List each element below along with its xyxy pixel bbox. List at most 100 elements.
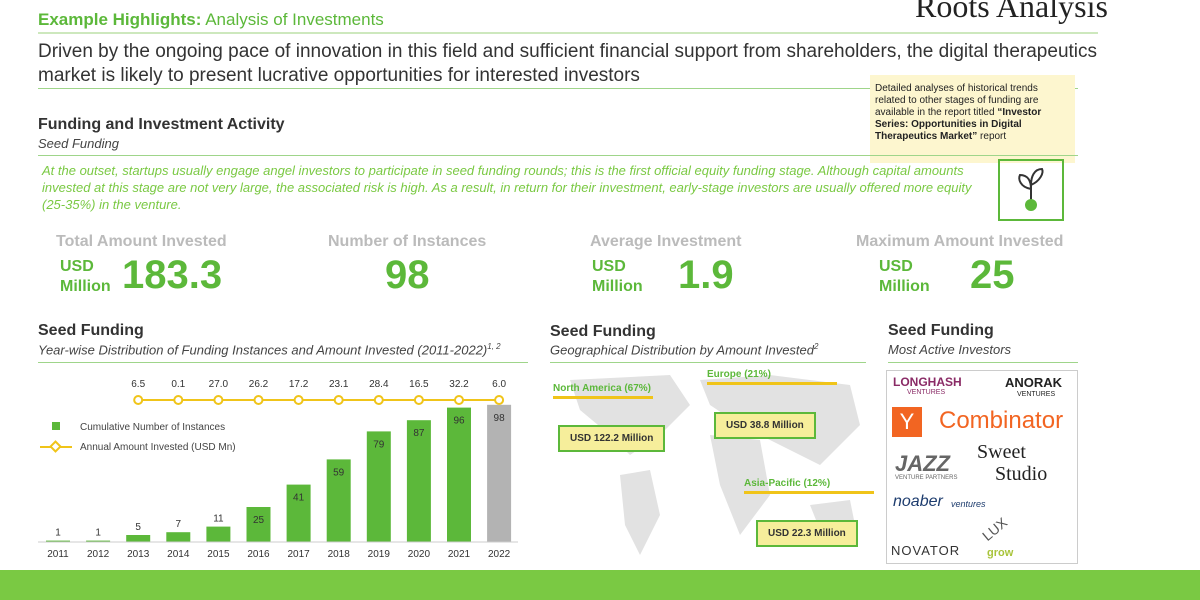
line-marker (494, 395, 505, 405)
rule (888, 362, 1078, 363)
x-tick-label: 2021 (448, 549, 471, 560)
geo-title: Seed Funding (550, 323, 656, 340)
logo: grow (987, 547, 1014, 559)
x-tick-label: 2013 (127, 549, 150, 560)
rule (38, 32, 1098, 34)
bar-label: 98 (494, 413, 506, 424)
brand: Roots Analysis (915, 0, 1108, 24)
line-marker (333, 395, 344, 405)
logo: VENTURE PARTNERS (895, 475, 958, 481)
logo: LONGHASH (893, 375, 962, 389)
subtitle: Analysis of Investments (205, 10, 384, 29)
note-text: Detailed analyses of historical trends r… (875, 83, 1039, 118)
legend-marker (49, 440, 62, 453)
section-subtitle: Seed Funding (38, 136, 119, 151)
line-label: 6.0 (492, 379, 506, 390)
region: North America (67%) (553, 383, 653, 399)
note-tail: report (980, 131, 1007, 142)
bar (286, 484, 311, 542)
bar (326, 459, 351, 542)
line-marker (454, 395, 464, 405)
line-marker (413, 395, 424, 405)
americas (570, 375, 690, 555)
line-marker (373, 395, 384, 405)
legend-swatch (52, 422, 60, 430)
region: Europe (21%) (707, 369, 837, 385)
footnote: 1, 2 (487, 342, 501, 351)
kpi-label: Total Amount Invested (56, 233, 227, 250)
line-marker (253, 395, 264, 405)
x-tick-label: 2019 (368, 549, 391, 560)
x-tick-label: 2020 (408, 549, 431, 560)
footnote: 2 (814, 342, 819, 351)
region-amount: USD 22.3 Million (756, 520, 858, 547)
title-row: Example Highlights: Analysis of Investme… (38, 10, 384, 30)
region-amount: USD 38.8 Million (714, 412, 816, 439)
region: Asia-Pacific (12%) (744, 478, 874, 494)
kpi-value: 98 (385, 253, 430, 297)
rule (38, 362, 528, 363)
rule (550, 362, 866, 363)
x-tick-label: 2011 (47, 549, 69, 560)
headline: Driven by the ongoing pace of innovation… (38, 41, 1098, 86)
bar (126, 535, 151, 542)
bar-label: 11 (213, 514, 224, 525)
legend-label: Annual Amount Invested (USD Mn) (80, 442, 236, 453)
eurasia-africa (700, 375, 860, 535)
note: Detailed analyses of historical trends r… (870, 75, 1075, 163)
logo: noaber (893, 493, 943, 510)
bar-label: 25 (253, 515, 265, 526)
line-label: 0.1 (171, 379, 185, 390)
kpi-label: Number of Instances (328, 233, 487, 250)
line-marker (213, 395, 224, 405)
logo: NOVATOR (891, 543, 961, 558)
logo: Combinator (939, 407, 1064, 434)
bar (487, 404, 512, 542)
line-marker (173, 395, 184, 405)
investors-subtitle: Most Active Investors (888, 342, 1012, 357)
bar-label: 96 (453, 416, 465, 427)
chart: 1 2011 1 2012 5 2013 7 2014 11 2015 25 2016 41 2017 59… (38, 379, 518, 560)
x-tick-label: 2014 (167, 549, 190, 560)
bar-label: 5 (135, 522, 141, 533)
seed-icon (998, 159, 1064, 221)
kpi-label: Maximum Amount Invested (856, 233, 1064, 250)
icon (1018, 167, 1044, 211)
rule (38, 88, 1078, 89)
logo: LUX (979, 514, 1011, 544)
logo: Studio (995, 463, 1048, 485)
x-tick-label: 2016 (247, 549, 270, 560)
bar-label: 1 (95, 528, 101, 539)
chart-subtitle: Year-wise Distribution of Funding Instan… (38, 342, 501, 357)
line-label: 28.4 (369, 379, 389, 390)
bar (366, 431, 391, 542)
line-label: 16.5 (409, 379, 429, 390)
bar (246, 507, 271, 542)
bar (46, 540, 70, 542)
line-marker (133, 395, 144, 405)
line-label: 23.1 (329, 379, 349, 390)
logo: ANORAK (1005, 375, 1063, 390)
kpi-value: 25 (970, 253, 1015, 297)
logo-panel: LONGHASH VENTURES ANORAK VENTURES Y Comb… (886, 370, 1078, 564)
bar-label: 7 (176, 519, 182, 530)
investors-title: Seed Funding (888, 322, 994, 339)
bar (166, 532, 191, 542)
paragraph: At the outset, startups usually engage a… (42, 163, 972, 212)
note-report: “Investor Series: Opportunities in Digit… (875, 107, 1042, 142)
bar (406, 420, 431, 542)
line-label: 27.0 (209, 379, 229, 390)
chart-subtitle-text: Year-wise Distribution of Funding Instan… (38, 342, 488, 358)
bar-label: 79 (373, 439, 385, 450)
logo: Sweet (977, 441, 1026, 463)
title: Example Highlights: (38, 10, 202, 29)
logo: JAZZ (895, 451, 950, 476)
kpi-value: 1.9 (678, 253, 734, 297)
geo-subtitle: Geographical Distribution by Amount Inve… (550, 342, 818, 357)
kpi-label: Average Investment (590, 233, 742, 250)
bar-label: 1 (55, 528, 61, 539)
chart-title: Seed Funding (38, 322, 144, 339)
logo: VENTURES (1017, 391, 1056, 398)
kpi-unit: USD Million (60, 258, 111, 295)
rule (38, 155, 1078, 156)
